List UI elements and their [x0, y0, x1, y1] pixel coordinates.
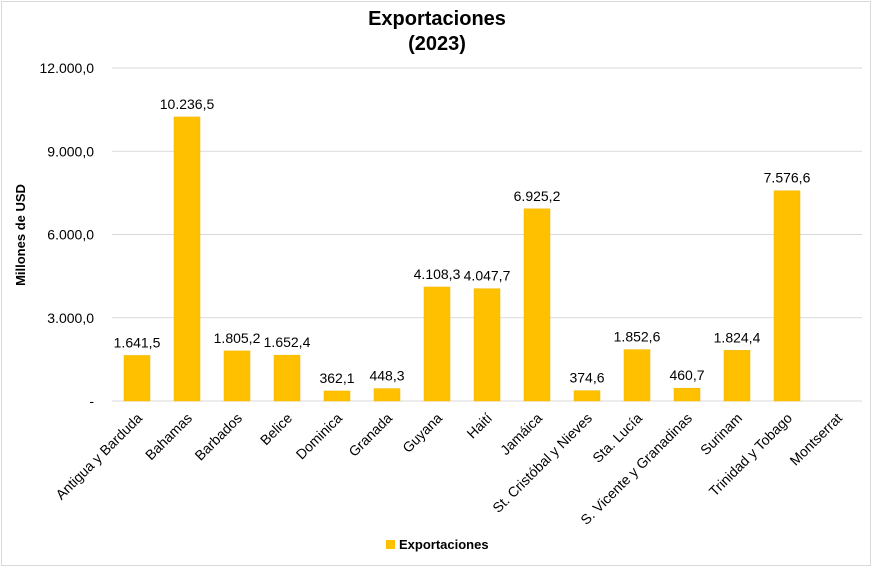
data-label-0: 1.641,5	[114, 334, 161, 350]
x-tick-label-8: Jamáica	[497, 410, 545, 458]
y-tick-label-0: -	[89, 393, 94, 409]
chart-title-line-1: Exportaciones	[368, 8, 506, 30]
bar-13	[773, 190, 801, 402]
data-label-13: 7.576,6	[764, 170, 811, 186]
data-label-10: 1.852,6	[614, 329, 661, 345]
data-label-2: 1.805,2	[214, 330, 261, 346]
bar-8	[523, 208, 551, 402]
legend-swatch	[386, 540, 395, 549]
bar-5	[373, 388, 401, 402]
bar-2	[223, 350, 251, 402]
x-tick-label-14: Montserrat	[786, 410, 845, 469]
legend-label: Exportaciones	[399, 537, 489, 552]
data-label-1: 10.236,5	[160, 96, 215, 112]
data-label-6: 4.108,3	[414, 266, 461, 282]
bar-4	[323, 390, 351, 402]
bars	[123, 116, 801, 402]
bar-12	[723, 350, 751, 402]
x-tick-label-0: Antigua y Barduda	[52, 410, 145, 503]
bar-1	[173, 116, 201, 402]
y-tick-label-1: 3.000,0	[47, 310, 94, 326]
y-axis-ticks: - 3.000,0 6.000,0 9.000,0 12.000,0	[40, 60, 95, 409]
bar-7	[473, 288, 501, 402]
y-tick-label-2: 6.000,0	[47, 227, 94, 243]
data-label-7: 4.047,7	[464, 268, 511, 284]
x-tick-label-7: Haití	[463, 410, 495, 442]
x-tick-label-1: Bahamas	[142, 410, 195, 463]
x-tick-label-6: Guyana	[399, 410, 445, 456]
data-label-4: 362,1	[319, 370, 354, 386]
x-tick-label-9: St. Cristóbal y Nieves	[489, 410, 595, 516]
bar-6	[423, 286, 451, 402]
bar-9	[573, 390, 601, 402]
bar-3	[273, 354, 301, 402]
y-tick-label-4: 12.000,0	[40, 60, 95, 76]
y-axis-title: Millones de USD	[13, 184, 28, 286]
bar-0	[123, 355, 151, 402]
chart-title-line-2: (2023)	[408, 33, 466, 55]
data-label-3: 1.652,4	[264, 334, 311, 350]
data-labels: 1.641,5 10.236,5 1.805,2 1.652,4 362,1 448,3 4…	[114, 96, 811, 386]
data-label-5: 448,3	[369, 368, 404, 384]
data-label-8: 6.925,2	[514, 188, 561, 204]
data-label-12: 1.824,4	[714, 329, 761, 345]
data-label-11: 460,7	[669, 367, 704, 383]
bar-11	[673, 387, 701, 402]
x-tick-label-3: Belice	[257, 410, 295, 448]
data-label-9: 374,6	[569, 370, 604, 386]
legend: Exportaciones	[386, 537, 489, 552]
x-tick-label-4: Dominica	[293, 410, 346, 463]
x-tick-label-2: Barbados	[191, 410, 245, 464]
x-tick-label-12: Surinam	[697, 410, 745, 458]
x-tick-label-13: Trinidad y Tobago	[706, 410, 796, 500]
x-tick-label-5: Granada	[345, 410, 395, 460]
bar-10	[623, 349, 651, 402]
y-tick-label-3: 9.000,0	[47, 143, 94, 159]
